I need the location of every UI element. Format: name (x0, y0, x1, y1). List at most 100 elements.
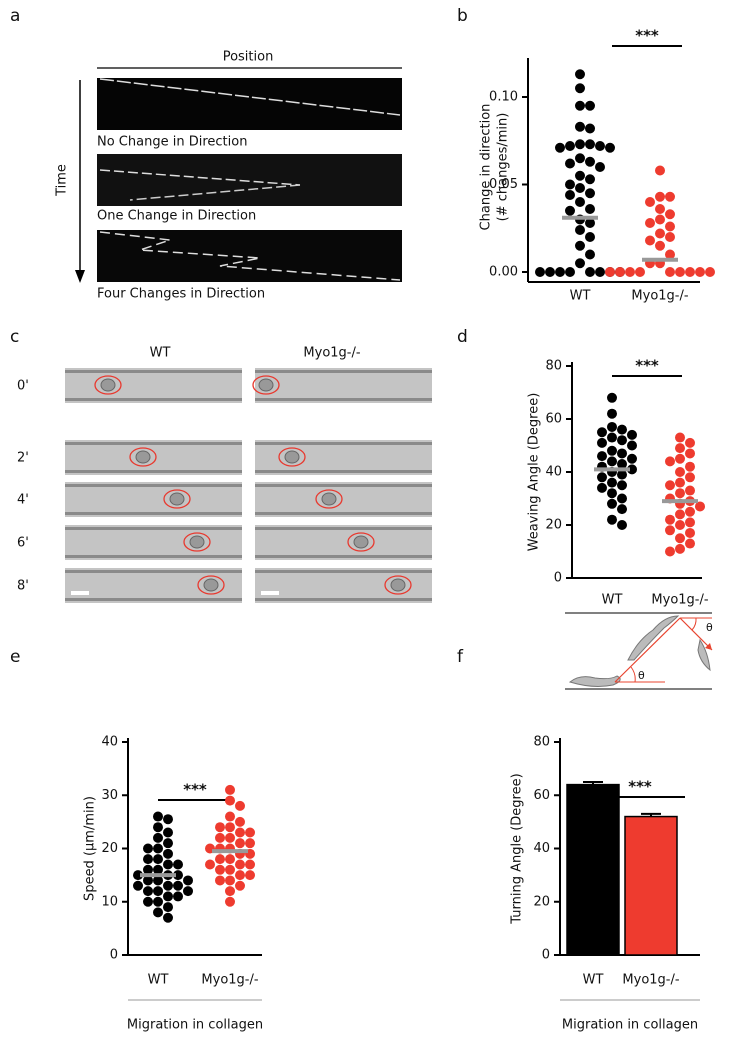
channel-edge (65, 470, 242, 473)
dot (575, 139, 585, 150)
row-label: 4' (17, 493, 29, 508)
dot (163, 838, 173, 849)
dot (585, 267, 595, 277)
angle-label: θ (706, 621, 713, 634)
dot (585, 100, 595, 111)
dot (627, 429, 637, 440)
cell-circle (129, 447, 157, 467)
y-tick-label: 0.00 (489, 265, 518, 280)
dot (597, 437, 607, 448)
dot (143, 886, 153, 897)
dot (617, 448, 627, 459)
dot (235, 880, 245, 891)
dot (545, 267, 555, 277)
dot (655, 228, 665, 239)
row-label: 6' (17, 536, 29, 551)
x-tick-label: Myo1g-/- (201, 973, 258, 988)
dot (675, 467, 685, 477)
dot (235, 870, 245, 881)
dot (575, 83, 585, 94)
y-tick-label: 20 (545, 518, 562, 533)
y-tick-label: 0 (110, 948, 118, 963)
channel-edge (255, 398, 432, 401)
y-tick-label: 40 (101, 735, 118, 750)
channel-edge (65, 527, 242, 530)
cell (169, 492, 185, 506)
dot (617, 469, 627, 480)
angle-label: θ (638, 669, 645, 682)
dot (607, 432, 617, 443)
channel-edge (255, 470, 432, 473)
dot (565, 190, 575, 200)
dot (685, 485, 695, 496)
image (255, 482, 432, 517)
dot (607, 498, 617, 509)
panel-label: d (457, 327, 468, 347)
dot (597, 427, 607, 438)
dot (153, 822, 163, 833)
dot (575, 225, 585, 235)
dot (607, 445, 617, 456)
dot (163, 827, 173, 838)
dot (163, 814, 173, 825)
x-axis-label: Migration in collagen (127, 1018, 263, 1033)
dot (685, 267, 695, 277)
dot (597, 472, 607, 483)
y-axis-label: Change in direction (479, 104, 494, 231)
dot (225, 875, 235, 886)
dot (665, 546, 675, 557)
dot (665, 209, 675, 220)
dot (575, 258, 585, 269)
channel-edge (255, 512, 432, 515)
dot (675, 520, 685, 530)
dot (225, 832, 235, 843)
dot (205, 859, 215, 870)
dot (665, 191, 675, 202)
cell (135, 450, 151, 464)
dot (617, 520, 627, 530)
dot (215, 854, 225, 865)
dot (245, 827, 255, 838)
bar (624, 815, 678, 956)
y-tick-label: 0 (542, 948, 550, 963)
dot (153, 907, 163, 918)
image (65, 368, 242, 403)
x-tick-label: Myo1g-/- (631, 289, 688, 304)
dot (225, 864, 235, 875)
cell-circle (384, 575, 412, 595)
dot (645, 235, 655, 246)
dot (685, 538, 695, 549)
dot (665, 514, 675, 525)
dot (685, 437, 695, 448)
dot (565, 179, 575, 190)
dot (173, 880, 183, 891)
cell (258, 378, 274, 392)
dot (215, 832, 225, 843)
dot (585, 249, 595, 260)
image (65, 440, 242, 475)
cell (284, 450, 300, 464)
dot (575, 121, 585, 132)
cell-circle (94, 375, 122, 395)
dot (685, 517, 695, 528)
dot (163, 848, 173, 859)
y-axis-label: Weaving Angle (Degree) (527, 393, 542, 552)
dot (665, 221, 675, 232)
dot (597, 482, 607, 493)
dot (607, 477, 617, 488)
significance: *** (635, 357, 659, 375)
x-tick-label: WT (602, 593, 623, 608)
dot (555, 267, 565, 277)
dot (575, 183, 585, 193)
y-tick-label: 80 (533, 735, 550, 750)
dot (575, 100, 585, 111)
dot (607, 514, 617, 525)
dot (607, 392, 617, 403)
dot (153, 843, 163, 854)
dot (163, 891, 173, 902)
channel-edge (255, 598, 432, 601)
channel-edge (255, 442, 432, 445)
y-tick-label: 80 (545, 359, 562, 374)
cell-circle (197, 575, 225, 595)
dot (585, 156, 595, 167)
